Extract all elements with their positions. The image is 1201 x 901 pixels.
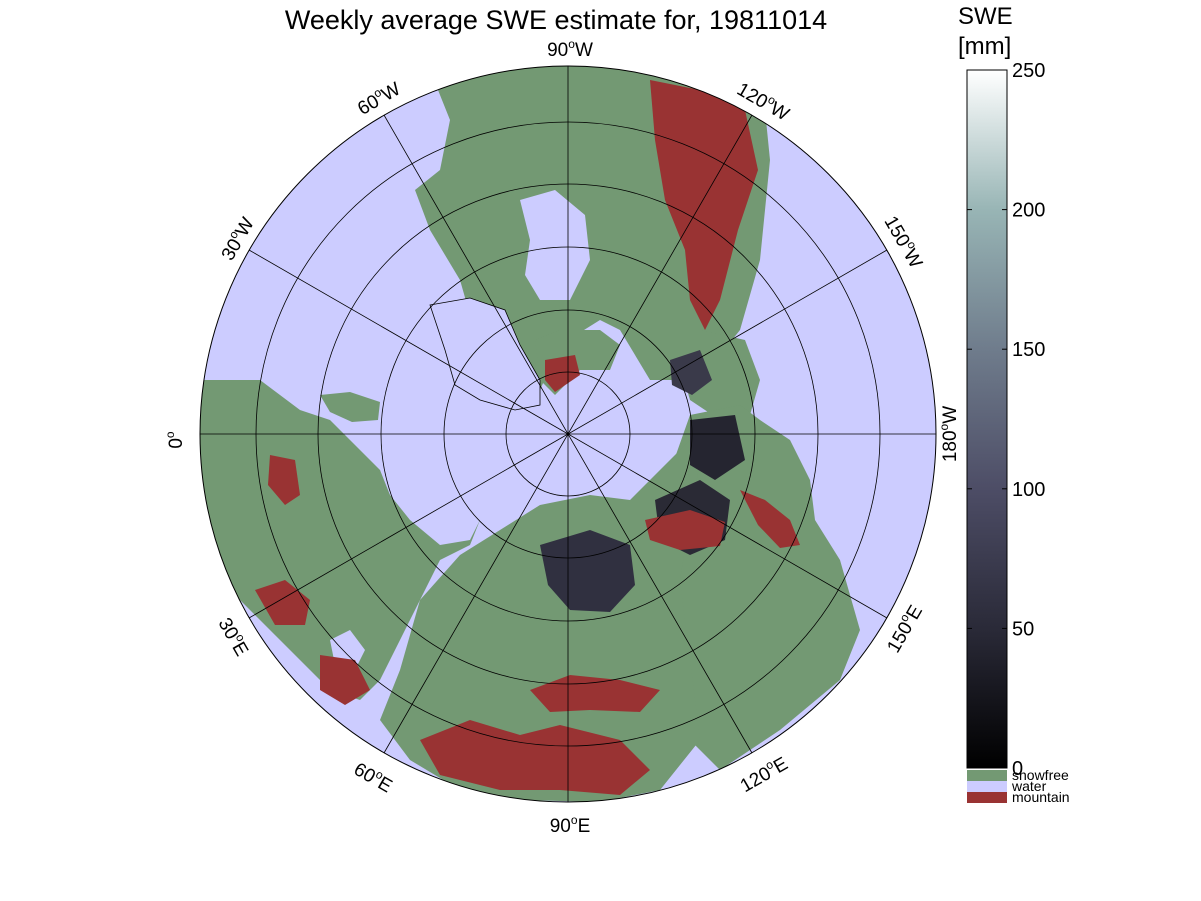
mountain-greenland-east — [545, 355, 580, 392]
colorbar-tick-label: 200 — [1012, 200, 1045, 222]
lon-label-90e: 90oE — [550, 813, 591, 837]
graticule — [199, 65, 937, 803]
legend-swatch-snowfree — [967, 770, 1007, 781]
colorbar-gradient — [966, 69, 1008, 769]
colorbar-ticks: 0 50 100 150 200 250 — [967, 60, 1045, 780]
mountain-himalaya-tibet — [420, 720, 650, 795]
lon-label-0: 0o — [163, 431, 187, 449]
colorbar-tick-label: 50 — [1012, 618, 1034, 640]
snow-patch-alaska — [670, 350, 712, 395]
colorbar-label-unit: [mm] — [958, 33, 1011, 60]
lon-label-90w: 90oW — [547, 37, 593, 61]
snow-patch-northeast-siberia — [690, 415, 745, 480]
lon-label-60e: 60oE — [350, 756, 397, 797]
mountain-rockies — [650, 80, 758, 330]
figure-title: Weekly average SWE estimate for, 1981101… — [285, 5, 827, 35]
asia-land — [380, 440, 700, 802]
colorbar-tick-label: 150 — [1012, 339, 1045, 361]
legend-label-mountain: mountain — [1012, 789, 1070, 805]
legend-label-snowfree: snowfree — [1012, 767, 1069, 783]
meridian-150w-30e — [248, 249, 888, 619]
colorbar-tick-label: 250 — [1012, 60, 1045, 82]
legend-swatch-water — [967, 781, 1007, 792]
scandinavia-land — [320, 392, 380, 422]
polar-map: 90oW 120oW 150oW 180oW 150oE 120oE 90oE … — [163, 37, 961, 837]
mountain-kamchatka — [740, 490, 800, 548]
lon-label-180w: 180oW — [937, 406, 961, 462]
colorbar-tick-label: 0 — [1012, 758, 1023, 780]
hudson-bay — [520, 190, 590, 300]
mountain-scandinavia — [268, 455, 300, 505]
lon-label-30e: 30oE — [214, 613, 255, 660]
mountain-caucasus-iran — [320, 655, 370, 705]
greenland — [429, 297, 541, 411]
barents-sea — [380, 470, 480, 545]
colorbar: SWE [mm] 0 50 100 150 200 250 snowfreewatermo… — [958, 3, 1070, 805]
europe-land — [200, 380, 480, 700]
mountain-alps — [255, 580, 310, 625]
mountain-east-siberia — [645, 510, 725, 550]
legend-swatch-mountain — [967, 792, 1007, 803]
colorbar-label-swe: SWE — [958, 3, 1013, 30]
colorbar-tick-label: 100 — [1012, 479, 1045, 501]
legend-label-water: water — [1011, 778, 1047, 794]
